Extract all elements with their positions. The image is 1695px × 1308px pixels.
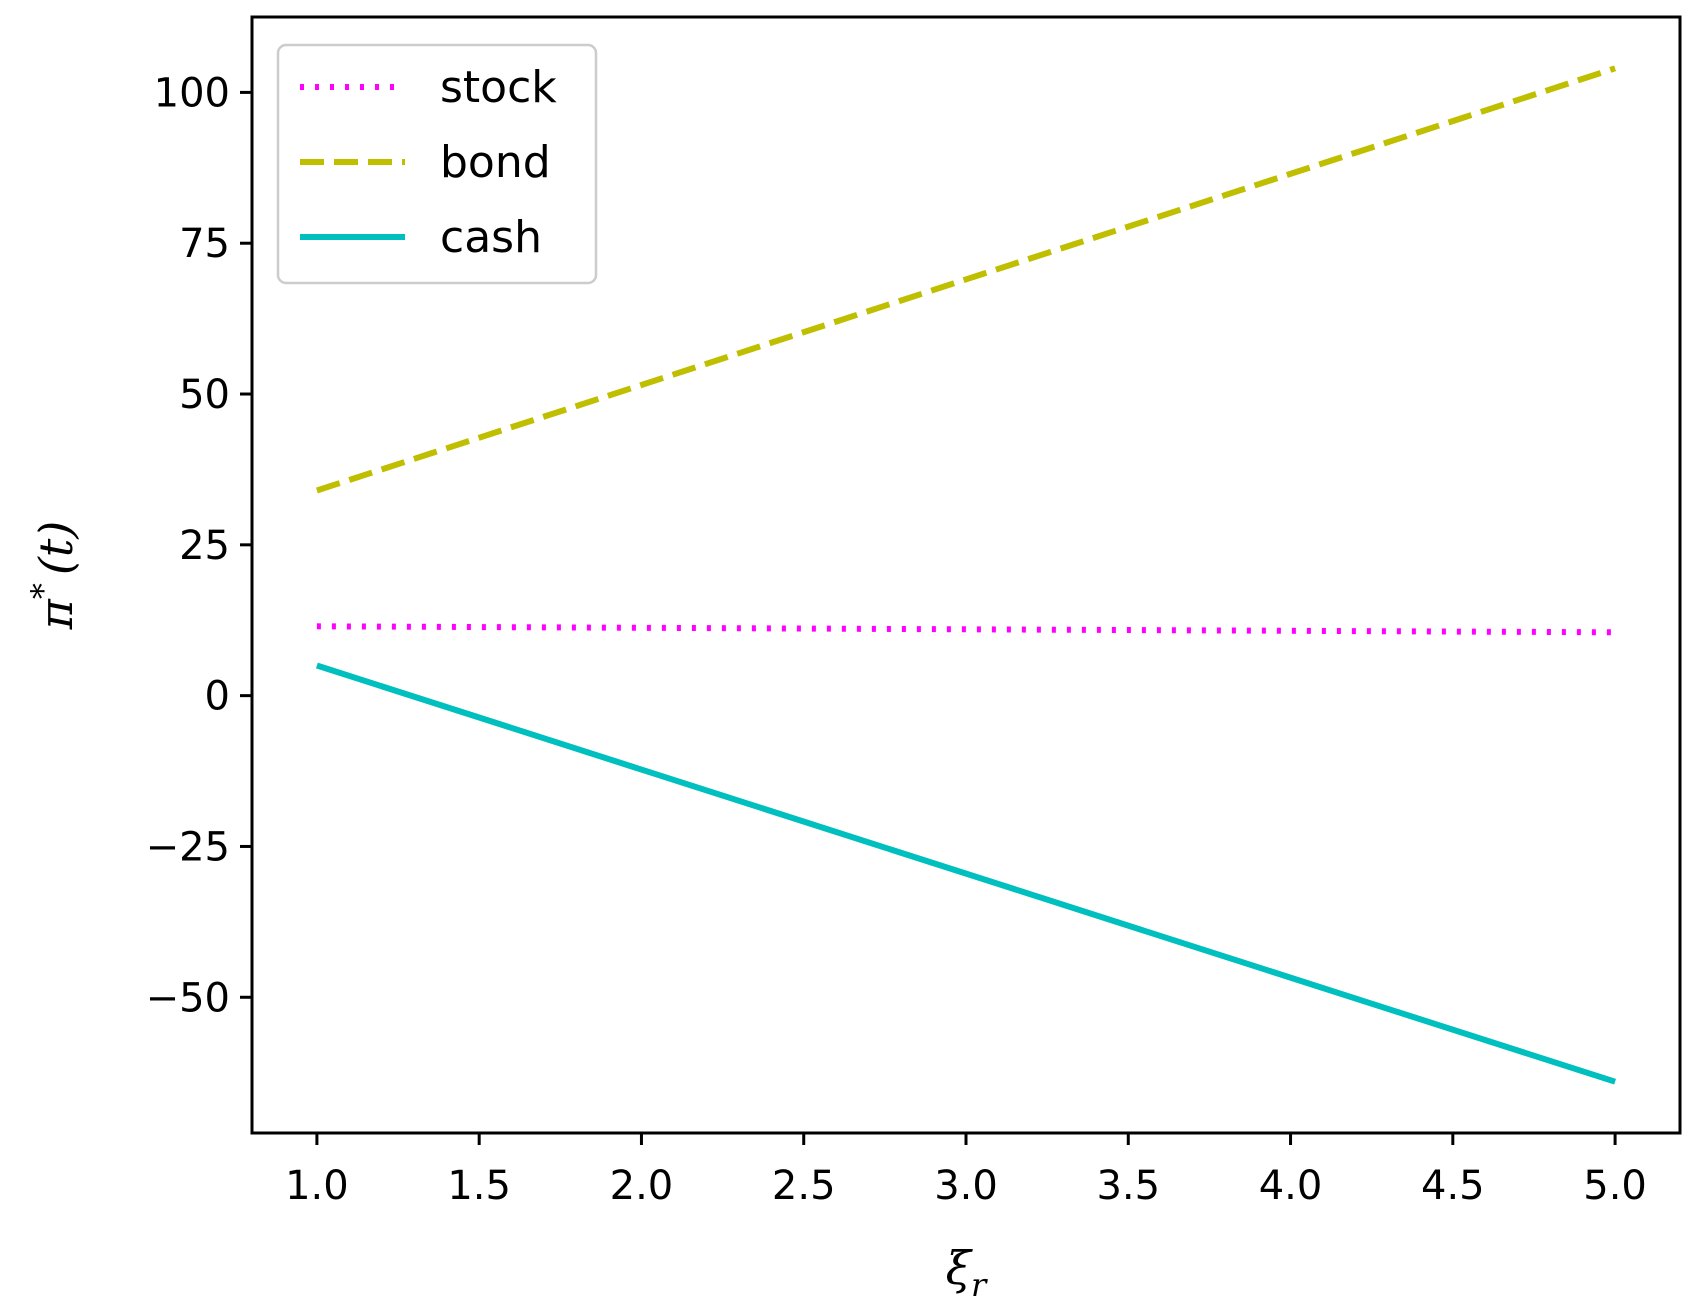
- y-tick-label: −50: [146, 975, 230, 1021]
- x-tick-label: 3.5: [1096, 1163, 1160, 1209]
- x-tick-label: 1.0: [285, 1163, 349, 1209]
- plot-lines: [315, 65, 1617, 1085]
- series-line-bond: [315, 65, 1617, 494]
- legend-box: [276, 43, 598, 285]
- x-tick-label: 2.5: [772, 1163, 836, 1209]
- x-axis-label-main: ξ: [946, 1241, 974, 1295]
- y-axis-ticks: 100 75 50 25 0 −25 −50: [146, 70, 252, 1021]
- y-tick-label: 100: [154, 70, 230, 116]
- x-tick-label: 4.0: [1259, 1163, 1323, 1209]
- x-tick-label: 4.5: [1421, 1163, 1485, 1209]
- y-axis-label: π* (t): [24, 521, 83, 631]
- y-tick-label: 0: [205, 674, 230, 720]
- x-tick-label: 2.0: [610, 1163, 674, 1209]
- y-tick-label: 25: [179, 523, 230, 569]
- x-tick-label: 5.0: [1583, 1163, 1647, 1209]
- y-axis-label-main: π: [29, 598, 83, 630]
- x-tick-label: 3.0: [934, 1163, 998, 1209]
- y-axis-label-sup: *: [24, 583, 62, 599]
- x-axis-label: ξr: [946, 1241, 988, 1304]
- x-axis-label-sub: r: [971, 1266, 988, 1304]
- y-tick-label: 50: [179, 372, 230, 418]
- y-axis-label-arg: (t): [29, 521, 83, 575]
- y-tick-label: −25: [146, 824, 230, 870]
- legend-label-bond: bond: [440, 137, 551, 188]
- legend-label-stock: stock: [440, 62, 557, 113]
- legend-label-cash: cash: [440, 212, 542, 263]
- y-tick-label: 75: [179, 221, 230, 267]
- series-line-cash: [315, 662, 1617, 1085]
- legend: stock bond cash: [276, 43, 598, 285]
- x-tick-label: 1.5: [447, 1163, 511, 1209]
- x-axis-ticks: 1.0 1.5 2.0 2.5 3.0 3.5 4.0 4.5 5.0: [285, 1133, 1647, 1209]
- series-line-stock: [316, 623, 1616, 636]
